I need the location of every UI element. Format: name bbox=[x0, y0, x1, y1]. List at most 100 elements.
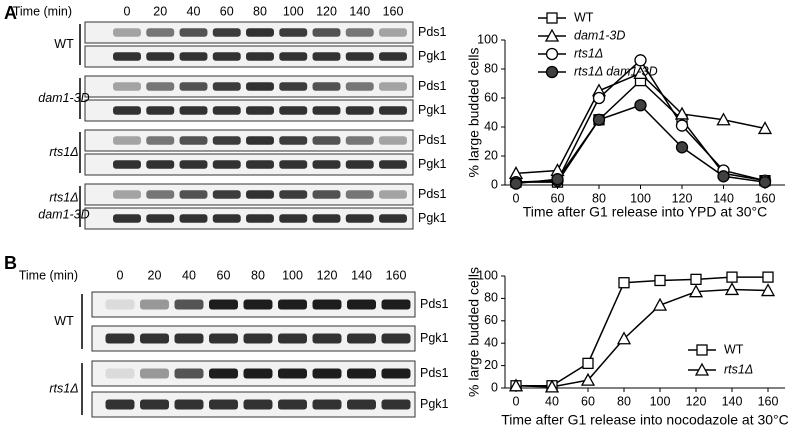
x-tick-label: 60 bbox=[551, 191, 565, 205]
time-label: 160 bbox=[386, 268, 407, 282]
x-tick-label: 140 bbox=[713, 191, 734, 205]
blot-band bbox=[113, 106, 141, 115]
blot-band bbox=[146, 190, 175, 199]
blot-band bbox=[381, 299, 411, 310]
marker bbox=[592, 91, 606, 105]
blot-band bbox=[174, 333, 204, 344]
blot-band bbox=[179, 82, 208, 91]
y-tick-label: 40 bbox=[484, 335, 498, 349]
blot-band bbox=[212, 106, 241, 115]
blot-band bbox=[379, 82, 407, 91]
blot-band bbox=[179, 214, 208, 223]
blot-band bbox=[209, 299, 238, 310]
legend-label: dam1-3D bbox=[574, 28, 625, 42]
blot-band bbox=[209, 368, 238, 379]
blot-band bbox=[212, 52, 241, 61]
x-tick-label: 160 bbox=[758, 394, 779, 408]
time-label: 80 bbox=[251, 268, 265, 282]
marker bbox=[675, 119, 689, 132]
y-tick-label: 0 bbox=[491, 380, 498, 394]
y-tick-label: 80 bbox=[484, 291, 498, 305]
blot-band bbox=[212, 82, 241, 91]
blot-band bbox=[174, 299, 204, 310]
blot-band bbox=[345, 82, 374, 91]
blot-band bbox=[179, 190, 208, 199]
blot-band bbox=[379, 28, 407, 37]
panel-label: A bbox=[4, 3, 17, 23]
blot-band bbox=[146, 82, 175, 91]
marker bbox=[724, 282, 740, 296]
time-label: 120 bbox=[317, 268, 338, 282]
blot-band bbox=[140, 333, 169, 344]
protein-label: Pds1 bbox=[420, 297, 449, 311]
x-tick-label: 60 bbox=[581, 394, 595, 408]
time-label: 160 bbox=[383, 4, 404, 18]
blot-band bbox=[345, 52, 374, 61]
x-tick-label: 160 bbox=[755, 191, 776, 205]
blot-band bbox=[347, 299, 376, 310]
blot-band bbox=[179, 136, 208, 145]
marker bbox=[508, 378, 524, 392]
marker bbox=[675, 141, 689, 154]
blot-band bbox=[279, 82, 308, 91]
y-tick-label: 0 bbox=[491, 177, 498, 191]
blot-band bbox=[113, 52, 141, 61]
blot-band bbox=[312, 160, 341, 169]
marker bbox=[674, 106, 690, 120]
blot-band bbox=[113, 82, 141, 91]
marker bbox=[726, 271, 738, 283]
blot-band bbox=[174, 399, 204, 410]
legend-label: rts1Δ bbox=[574, 46, 603, 60]
marker bbox=[509, 177, 523, 190]
blot-band bbox=[279, 160, 308, 169]
blot-band bbox=[105, 368, 135, 379]
protein-label: Pgk1 bbox=[418, 157, 447, 171]
blot-band bbox=[146, 106, 175, 115]
blot-band bbox=[209, 333, 238, 344]
blot-band bbox=[345, 106, 374, 115]
legend-label: WT bbox=[724, 342, 744, 356]
legend-marker bbox=[546, 12, 558, 24]
blot-band bbox=[279, 136, 308, 145]
protein-label: Pgk1 bbox=[420, 331, 449, 345]
y-tick-label: 80 bbox=[484, 61, 498, 75]
blot-band bbox=[243, 333, 273, 344]
y-axis-title: % large budded cells bbox=[466, 267, 482, 397]
blot-band bbox=[279, 190, 308, 199]
blot-band bbox=[278, 399, 307, 410]
strain-label: WT bbox=[54, 314, 74, 328]
blot-band bbox=[212, 136, 241, 145]
blot-band bbox=[179, 52, 208, 61]
strain-label: rts1Δ bbox=[49, 190, 78, 204]
blot-band bbox=[312, 82, 341, 91]
blot-band bbox=[381, 399, 411, 410]
blot-band bbox=[140, 399, 169, 410]
marker bbox=[551, 173, 564, 186]
time-label: 40 bbox=[187, 4, 201, 18]
blot-band bbox=[246, 106, 274, 115]
marker bbox=[654, 274, 666, 287]
blot-band bbox=[345, 190, 374, 199]
marker bbox=[716, 112, 731, 126]
x-tick-label: 100 bbox=[650, 394, 671, 408]
blot-band bbox=[212, 190, 241, 199]
time-label: 140 bbox=[351, 268, 372, 282]
blot-band bbox=[243, 368, 273, 379]
blot-band bbox=[113, 214, 141, 223]
blot-band bbox=[179, 106, 208, 115]
blot-band bbox=[379, 52, 407, 61]
legend-marker bbox=[694, 362, 710, 376]
legend-marker bbox=[545, 65, 559, 79]
x-axis-title: Time after G1 release into nocodazole at… bbox=[501, 412, 789, 428]
marker bbox=[544, 379, 560, 393]
blot-band bbox=[209, 399, 238, 410]
blot-band bbox=[381, 333, 411, 344]
legend-marker bbox=[544, 28, 560, 42]
blot-band bbox=[212, 160, 241, 169]
blot-band bbox=[278, 333, 307, 344]
x-axis-title: Time after G1 release into YPD at 30°C bbox=[523, 204, 768, 220]
marker bbox=[652, 297, 668, 311]
y-tick-label: 100 bbox=[477, 32, 498, 46]
blot-band bbox=[381, 368, 411, 379]
